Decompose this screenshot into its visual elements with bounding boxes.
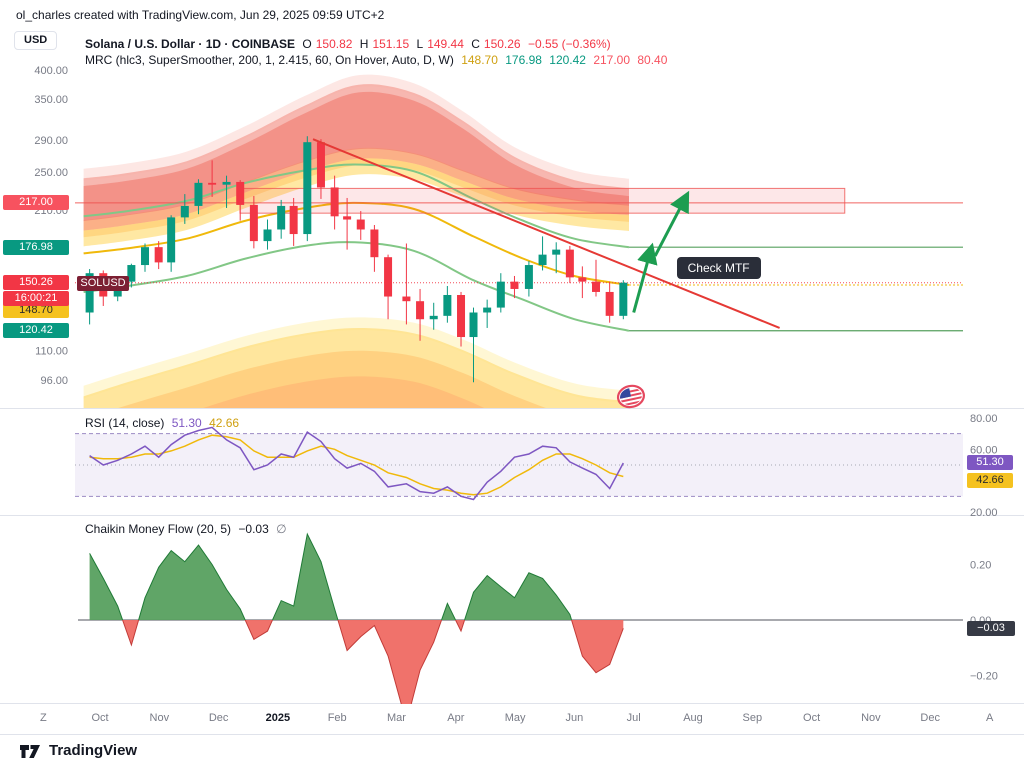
ohlc-open-label: O	[302, 37, 312, 51]
time-axis-label: Apr	[447, 712, 465, 724]
price-tick-label: 350.00	[34, 94, 68, 106]
rsi-pane: 80.00 60.00 20.00	[75, 413, 998, 519]
time-axis-label: Oct	[91, 712, 109, 724]
time-axis-label: Mar	[387, 712, 406, 724]
mrc-r1-value: 176.98	[505, 53, 542, 67]
rsi-ma-value: 42.66	[209, 416, 240, 430]
mrc-bands	[83, 74, 630, 408]
chart-canvas[interactable]: 400.00350.00290.00250.00210.00110.0096.0…	[0, 0, 1024, 734]
mrc-s2-value: 80.40	[637, 53, 668, 67]
price-axis[interactable]: 400.00350.00290.00250.00210.00110.0096.0…	[34, 65, 68, 387]
rsi-line	[89, 434, 624, 496]
price-tick-label: 110.00	[35, 345, 68, 357]
cmf-value-badge: −0.03	[967, 620, 1015, 636]
down-trendline[interactable]	[312, 138, 780, 329]
rsi-value: 51.30	[171, 416, 202, 430]
price-badge: 176.98	[3, 239, 69, 255]
time-axis-label: Nov	[149, 712, 170, 724]
currency-usd-button[interactable]: USD	[14, 31, 58, 50]
time-axis-label: Dec	[920, 712, 940, 724]
ohlc-high-label: H	[359, 37, 369, 51]
us-flag-sticker-icon	[616, 384, 645, 409]
brand-name: TradingView	[49, 742, 138, 759]
rsi-tick-label: 80.00	[970, 413, 998, 425]
time-axis-label: Aug	[683, 712, 703, 724]
price-tick-label: 96.00	[40, 375, 68, 387]
rsi-line	[89, 426, 624, 501]
symbol-title[interactable]: Solana / U.S. Dollar · 1D · COINBASE	[85, 37, 296, 51]
price-tick-label: 250.00	[34, 167, 68, 179]
price-tick-label: 290.00	[34, 135, 68, 147]
symbol-legend: Solana / U.S. Dollar · 1D · COINBASE O 15…	[85, 37, 615, 51]
mrc-s1-value: 120.42	[549, 53, 586, 67]
time-axis-label: Dec	[208, 712, 229, 724]
time-axis-label: Oct	[803, 712, 821, 724]
rsi-title[interactable]: RSI (14, close)	[85, 416, 165, 430]
ohlc-low-value: 149.44	[427, 37, 464, 51]
price-tick-label: 400.00	[34, 65, 68, 77]
time-axis-label: Jun	[565, 712, 584, 724]
ohlc-high-value: 151.15	[372, 37, 410, 51]
rsi-tick-label: 60.00	[970, 444, 998, 456]
mrc-legend: MRC (hlc3, SuperSmoother, 200, 1, 2.415,…	[85, 53, 671, 67]
up-arrow-drawing[interactable]	[632, 242, 658, 313]
cmf-legend: Chaikin Money Flow (20, 5) −0.03 ∅	[85, 522, 291, 536]
time-axis-label: Nov	[861, 712, 881, 724]
candlesticks	[85, 136, 628, 383]
mrc-title[interactable]: MRC (hlc3, SuperSmoother, 200, 1, 2.415,…	[85, 53, 454, 67]
up-arrow-drawing[interactable]	[653, 190, 690, 257]
change-value: −0.55 (−0.36%)	[527, 37, 611, 51]
price-badge: 120.42	[3, 323, 69, 339]
mrc-mean-value: 148.70	[461, 53, 498, 67]
time-axis-label: May	[504, 712, 526, 724]
timezone-hint: Z	[40, 712, 47, 724]
ohlc-close-label: C	[471, 37, 480, 51]
price-badge: 150.26	[3, 275, 69, 291]
time-axis-label: Jul	[626, 712, 641, 724]
cmf-value: −0.03	[238, 522, 269, 536]
chart-drawings	[312, 138, 780, 409]
symbol-price-label: SOLUSD	[77, 275, 129, 291]
cmf-tick-label: −0.20	[970, 671, 998, 683]
rsi-value-badge: 42.66	[967, 472, 1013, 488]
cmf-tick-label: 0.20	[970, 560, 991, 572]
ohlc-close-value: 150.26	[483, 37, 521, 51]
cmf-title[interactable]: Chaikin Money Flow (20, 5)	[85, 522, 232, 536]
cmf-pane: 0.200.00−0.20	[78, 532, 998, 704]
cmf-hidden-marker-icon: ∅	[276, 522, 287, 536]
snapshot-credit: ol_charles created with TradingView.com,…	[16, 8, 385, 22]
tradingview-logo-icon[interactable]	[18, 739, 42, 763]
time-axis-label: 2025	[265, 712, 291, 724]
rsi-legend: RSI (14, close) 51.30 42.66	[85, 416, 243, 430]
ohlc-low-label: L	[416, 37, 424, 51]
rsi-value-badge: 51.30	[967, 455, 1013, 471]
brand-bar: TradingView	[0, 734, 1024, 766]
autoscale-hint: A	[986, 712, 994, 724]
price-badge: 148.70	[3, 303, 69, 319]
rsi-tick-label: 20.00	[970, 507, 998, 519]
bar-countdown-badge: 16:00:21	[3, 290, 69, 306]
ohlc-open-value: 150.82	[315, 37, 353, 51]
price-badge: 217.00	[3, 195, 69, 211]
time-axis-label: Feb	[327, 712, 347, 724]
time-axis-label: Sep	[742, 712, 763, 724]
mrc-r2-value: 217.00	[593, 53, 631, 67]
check-mtf-label[interactable]: Check MTF	[676, 256, 761, 279]
